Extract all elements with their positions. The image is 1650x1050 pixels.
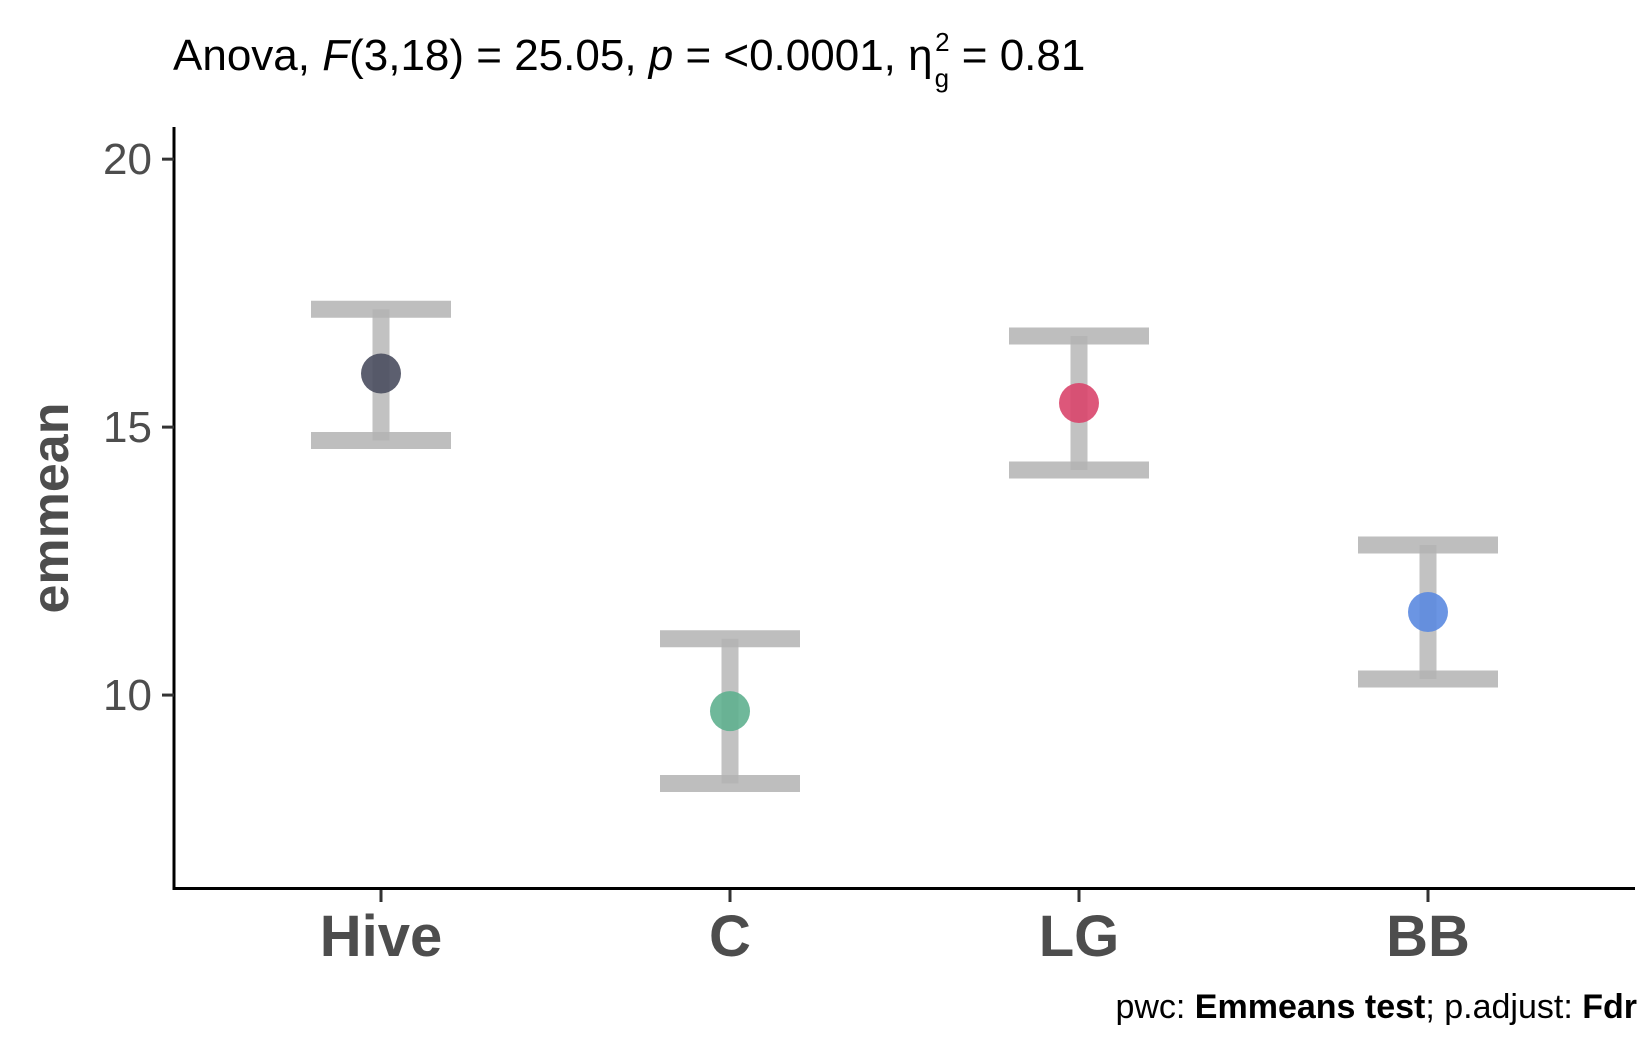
title-p-symbol: p <box>647 31 673 80</box>
x-tick-label: LG <box>1039 904 1120 969</box>
errorbar-layer <box>311 300 1498 792</box>
title-f-symbol: F <box>322 31 351 80</box>
chart-title: Anova, F(3,18) = 25.05, p = <0.0001, ηg 2… <box>173 27 1085 93</box>
y-tick-label: 15 <box>103 403 152 452</box>
y-ticks: 10 15 20 <box>103 135 174 720</box>
point-layer <box>361 353 1448 732</box>
data-point <box>361 353 401 394</box>
title-eta-sup: 2 <box>935 27 949 57</box>
data-point <box>710 691 750 732</box>
x-tick-label: C <box>709 904 751 969</box>
title-eta-sub: g <box>935 63 949 93</box>
x-tick-label: Hive <box>320 904 443 969</box>
data-point <box>1059 382 1099 423</box>
title-eta-value: = 0.81 <box>950 31 1086 80</box>
title-eta-symbol: η <box>908 31 932 80</box>
caption-pwc-label: pwc: <box>1115 988 1194 1026</box>
caption-pwc-value: Emmeans test <box>1195 988 1426 1026</box>
data-point <box>1408 592 1448 633</box>
title-f-df: (3,18) <box>349 31 464 80</box>
x-tick-label: BB <box>1386 904 1470 969</box>
title-p-value: = <0.0001, <box>673 31 908 80</box>
caption-sep: ; p.adjust: <box>1425 988 1582 1026</box>
title-f-value: = 25.05, <box>464 31 649 80</box>
title-prefix: Anova, <box>173 31 322 80</box>
x-ticks: Hive C LG BB <box>320 890 1470 969</box>
y-tick-label: 10 <box>103 671 152 720</box>
y-axis-label: emmean <box>22 403 80 614</box>
y-tick-label: 20 <box>103 135 152 184</box>
caption-adjust-value: Fdr <box>1582 988 1637 1026</box>
caption: pwc: Emmeans test; p.adjust: Fdr <box>1115 988 1637 1026</box>
